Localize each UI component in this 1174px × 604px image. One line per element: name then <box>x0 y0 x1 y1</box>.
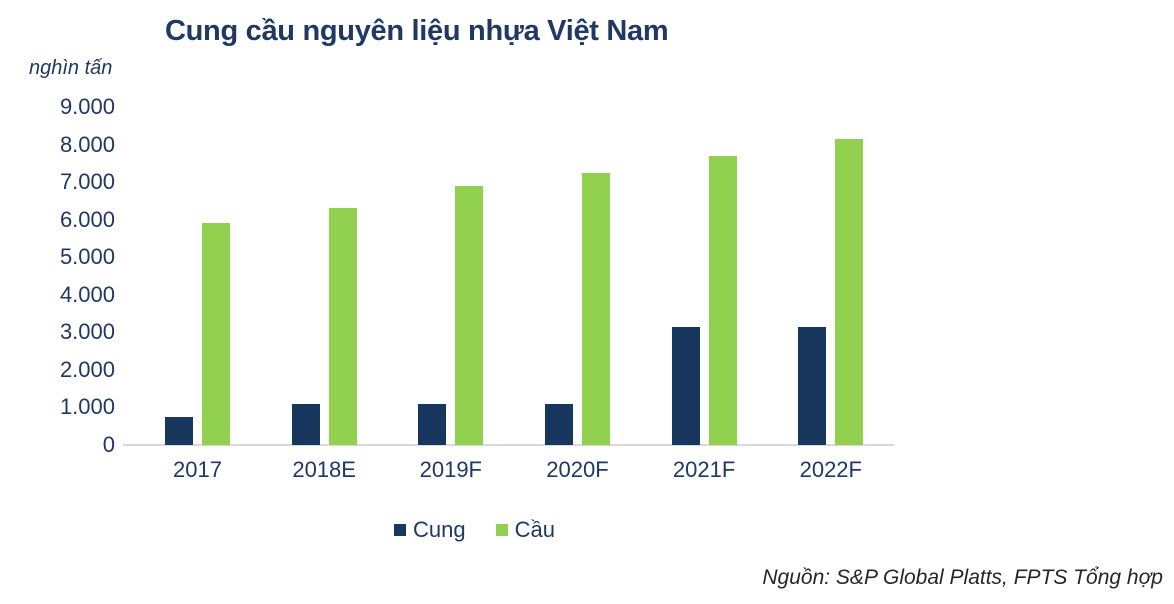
x-axis-label-2021F: 2021F <box>672 457 736 482</box>
y-axis-unit-label: nghìn tấn <box>29 57 113 79</box>
bar-demand-2022F <box>835 138 864 445</box>
bar-demand-2018E <box>328 208 357 445</box>
y-axis-tick-label: 8.000 <box>59 131 115 157</box>
y-axis-tick-label: 5.000 <box>59 244 115 270</box>
y-axis-tick-label: 3.000 <box>59 319 115 345</box>
bar-supply-2021F <box>671 326 700 445</box>
y-axis-tick-label: 7.000 <box>59 169 115 195</box>
legend: Cung Cầu <box>394 518 555 542</box>
legend-item-cung: Cung <box>394 518 466 542</box>
bar-supply-2018E <box>291 403 320 445</box>
y-axis-tick-label: 1.000 <box>59 394 115 420</box>
bar-supply-2019F <box>418 403 447 445</box>
x-axis-label-2017: 2017 <box>173 457 222 482</box>
bar-demand-2020F <box>581 172 610 445</box>
x-axis-label-2020F: 2020F <box>546 457 609 482</box>
bar-supply-2020F <box>544 403 573 445</box>
bar-demand-2019F <box>455 185 484 445</box>
bar-demand-2021F <box>708 155 737 445</box>
legend-label: Cầu <box>514 517 555 542</box>
legend-swatch-icon <box>495 524 508 536</box>
legend-label: Cung <box>413 517 466 542</box>
y-axis-tick-label: 6.000 <box>59 206 115 232</box>
plot-area <box>123 107 894 445</box>
x-axis-label-2018E: 2018E <box>292 457 356 482</box>
legend-swatch-icon <box>394 524 406 536</box>
bar-demand-2017 <box>202 223 230 445</box>
chart-title: Cung cầu nguyên liệu nhựa Việt Nam <box>165 15 669 47</box>
y-axis-tick-label: 2.000 <box>59 356 115 382</box>
source-note: Nguồn: S&P Global Platts, FPTS Tổng hợp <box>762 566 1163 589</box>
y-axis-tick-label: 0 <box>102 432 115 457</box>
y-axis-tick-label: 4.000 <box>59 281 115 307</box>
x-axis-line <box>123 444 894 446</box>
x-axis-label-2019F: 2019F <box>419 457 482 482</box>
y-axis-tick-label: 9.000 <box>59 94 115 119</box>
bar-supply-2017 <box>165 416 193 445</box>
bar-supply-2022F <box>798 326 827 445</box>
legend-item-cầu: Cầu <box>495 517 555 542</box>
x-axis-label-2022F: 2022F <box>799 457 862 482</box>
